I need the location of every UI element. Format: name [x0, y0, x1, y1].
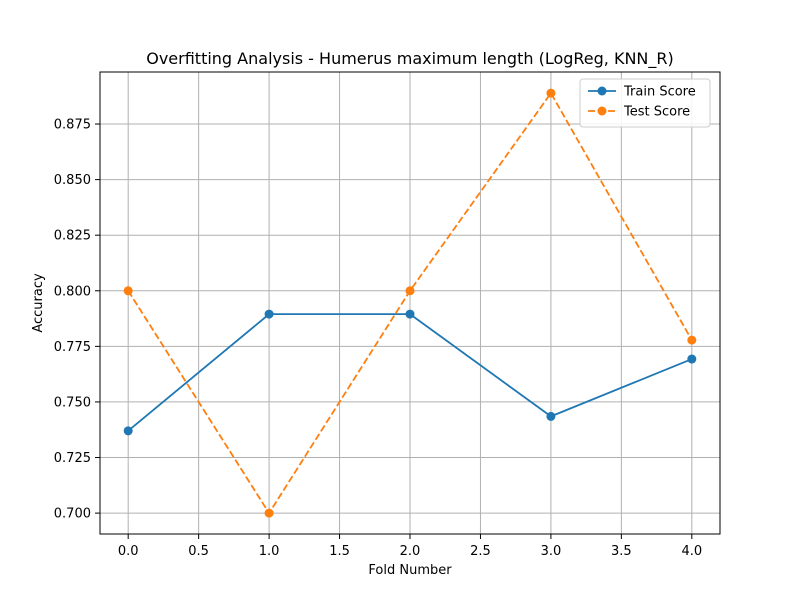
y-tick-label: 0.750 — [54, 395, 91, 410]
x-tick-label: 2.5 — [470, 544, 491, 559]
y-axis-ticks: 0.700 0.725 0.750 0.775 0.800 0.825 0.850 0.875 — [54, 118, 100, 522]
data-point-train-score — [405, 309, 415, 319]
legend-label-train-score: Train Score — [623, 85, 696, 100]
legend-marker-test-score — [597, 106, 607, 116]
data-point-test-score — [546, 88, 556, 98]
data-point-train-score — [123, 426, 133, 436]
x-tick-label: 3.5 — [611, 544, 632, 559]
data-point-test-score — [405, 286, 415, 296]
x-tick-label: 3.0 — [541, 544, 562, 559]
data-point-train-score — [546, 411, 556, 421]
y-tick-label: 0.850 — [54, 173, 91, 188]
data-point-train-score — [687, 354, 697, 364]
legend-marker-train-score — [597, 86, 607, 96]
y-tick-label: 0.875 — [54, 118, 91, 133]
y-tick-label: 0.775 — [54, 340, 91, 355]
x-tick-label: 4.0 — [681, 544, 702, 559]
legend-label-test-score: Test Score — [623, 105, 690, 120]
y-tick-label: 0.825 — [54, 229, 91, 244]
x-axis-label: Fold Number — [368, 563, 452, 578]
legend: Train Score Test Score — [579, 78, 711, 128]
data-point-train-score — [264, 309, 274, 319]
y-tick-label: 0.800 — [54, 284, 91, 299]
series-train-score — [123, 309, 697, 436]
data-point-test-score — [123, 286, 133, 296]
chart-title: Overfitting Analysis - Humerus maximum l… — [146, 49, 674, 69]
x-tick-label: 0.0 — [118, 544, 139, 559]
y-axis-label: Accuracy — [31, 273, 46, 333]
data-point-test-score — [687, 335, 697, 345]
x-axis-ticks: 0.0 0.5 1.0 1.5 2.0 2.5 3.0 3.5 4.0 — [118, 534, 702, 559]
x-tick-label: 1.0 — [259, 544, 280, 559]
y-tick-label: 0.725 — [54, 451, 91, 466]
x-tick-label: 2.0 — [400, 544, 421, 559]
series-test-score — [123, 88, 697, 518]
x-tick-label: 1.5 — [329, 544, 350, 559]
x-tick-label: 0.5 — [188, 544, 209, 559]
y-tick-label: 0.700 — [54, 507, 91, 522]
series-layer — [123, 88, 697, 518]
data-point-test-score — [264, 508, 274, 518]
